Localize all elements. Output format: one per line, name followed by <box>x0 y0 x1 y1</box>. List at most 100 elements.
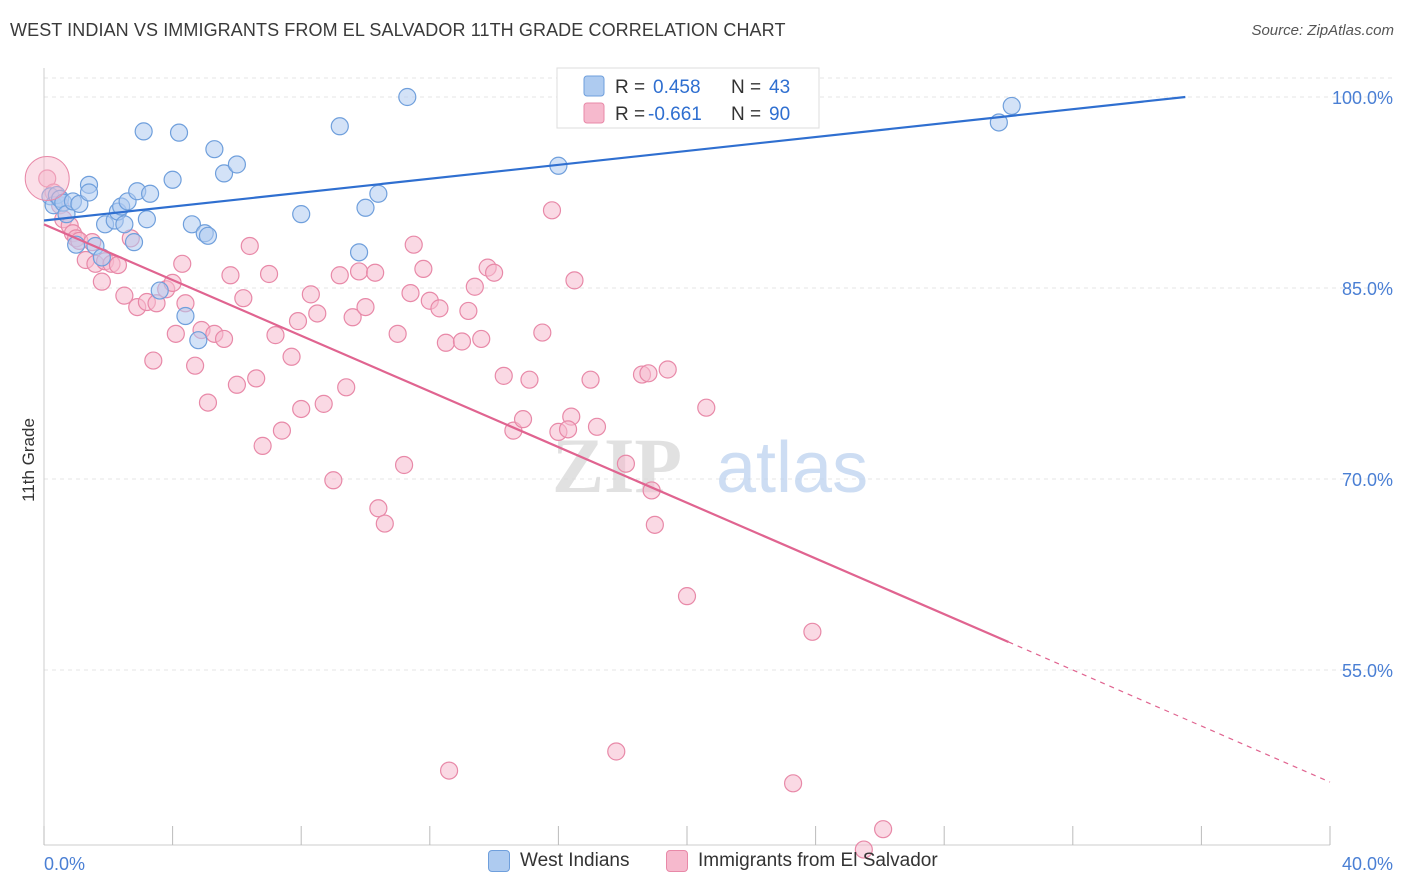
point-el-salvador <box>874 820 893 839</box>
point-el-salvador <box>375 514 394 533</box>
point-el-salvador <box>459 301 478 321</box>
legend-r-value-2: -0.661 <box>648 104 702 125</box>
point-el-salvador <box>803 622 822 641</box>
point-el-salvador <box>452 332 472 351</box>
point-el-salvador <box>465 277 484 296</box>
point-el-salvador <box>542 201 562 220</box>
point-el-salvador <box>115 286 134 305</box>
point-el-salvador <box>533 323 552 342</box>
legend-n-label-2: N = <box>731 104 761 125</box>
point-el-salvador <box>565 271 584 290</box>
point-west-indian <box>198 226 218 245</box>
point-el-salvador <box>240 236 259 256</box>
point-el-salvador <box>472 329 491 349</box>
point-west-indian <box>1002 96 1021 116</box>
legend-n-value-1: 43 <box>769 77 790 98</box>
legend-item-el-salvador[interactable]: Immigrants from El Salvador <box>666 850 938 872</box>
point-el-salvador <box>388 324 407 343</box>
point-west-indian <box>227 155 246 174</box>
point-west-indian <box>176 306 195 326</box>
point-el-salvador <box>253 436 272 455</box>
point-el-salvador <box>697 398 716 417</box>
point-west-indian <box>205 140 224 159</box>
point-el-salvador <box>581 370 600 389</box>
point-el-salvador <box>607 742 626 761</box>
point-el-salvador <box>144 351 163 370</box>
legend-r-label-2: R = <box>615 104 645 125</box>
point-el-salvador <box>198 393 218 412</box>
point-el-salvador <box>513 410 533 429</box>
point-el-salvador <box>266 326 285 345</box>
point-west-indian <box>292 205 311 224</box>
point-west-indian <box>115 215 134 234</box>
point-el-salvador <box>430 299 449 318</box>
point-el-salvador <box>301 285 320 304</box>
point-el-salvador <box>349 262 369 281</box>
x-tick-label-min: 0.0% <box>44 854 85 874</box>
point-el-salvador <box>272 421 292 440</box>
legend-swatch-pink <box>666 850 688 872</box>
point-el-salvador <box>639 364 658 383</box>
y-axis-label: 11th Grade <box>19 418 38 502</box>
point-west-indian <box>330 117 349 136</box>
point-el-salvador <box>337 378 356 397</box>
point-el-salvador <box>308 304 327 323</box>
point-el-salvador <box>658 360 677 379</box>
point-el-salvador <box>92 272 111 291</box>
legend-item-west-indians[interactable]: West Indians <box>488 850 629 872</box>
stats-legend: R = 0.458 N = 43 R = -0.661 N = 90 <box>556 67 820 129</box>
point-el-salvador <box>401 283 420 303</box>
point-el-salvador <box>587 417 607 436</box>
point-el-salvador <box>485 263 504 282</box>
point-el-salvador <box>677 587 697 606</box>
point-el-salvador-large <box>24 155 70 201</box>
x-tick-label-max: 40.0% <box>1342 854 1393 874</box>
gridlines <box>44 77 1395 671</box>
point-el-salvador <box>282 347 301 366</box>
point-el-salvador <box>356 298 375 317</box>
point-el-salvador <box>394 455 414 475</box>
point-el-salvador <box>366 263 385 282</box>
source-label: Source: ZipAtlas.com <box>1251 22 1394 39</box>
trend-line-west-indians <box>43 95 1186 222</box>
y-tick-label: 85.0% <box>1342 279 1393 299</box>
point-west-indian <box>189 331 208 350</box>
point-el-salvador <box>558 420 578 439</box>
y-tick-label: 55.0% <box>1342 661 1393 681</box>
point-el-salvador <box>645 515 664 534</box>
point-west-indian <box>182 215 201 234</box>
point-el-salvador <box>214 329 234 349</box>
legend-label-west-indians: West Indians <box>520 850 630 871</box>
legend-r-label-1: R = <box>615 77 645 98</box>
point-el-salvador <box>186 356 205 375</box>
legend-swatch-el-salvador <box>583 102 605 124</box>
watermark: ZIP atlas <box>552 422 868 509</box>
point-el-salvador <box>520 370 539 389</box>
point-el-salvador <box>227 375 246 394</box>
point-el-salvador <box>324 471 343 490</box>
point-west-indian <box>214 164 234 183</box>
point-west-indian <box>356 198 375 217</box>
point-el-salvador <box>259 264 279 284</box>
point-west-indian <box>79 183 99 202</box>
point-el-salvador <box>292 399 311 419</box>
y-tick-label: 100.0% <box>1332 88 1393 108</box>
point-el-salvador <box>783 774 803 793</box>
point-el-salvador <box>616 454 636 473</box>
bottom-legend: West Indians Immigrants from El Salvador <box>0 850 1406 880</box>
point-el-salvador <box>234 289 253 308</box>
point-el-salvador <box>404 235 423 254</box>
point-west-indian <box>137 210 156 229</box>
point-west-indian <box>124 233 144 252</box>
trend-line-el-salvador-extrapolated <box>1008 641 1331 783</box>
legend-swatch-blue <box>488 850 510 872</box>
point-el-salvador <box>173 254 192 273</box>
point-west-indian <box>140 184 160 203</box>
point-el-salvador <box>436 333 455 352</box>
y-tick-label: 70.0% <box>1342 470 1393 490</box>
point-el-salvador <box>414 259 433 278</box>
trend-lines <box>43 95 1331 783</box>
point-west-indian <box>349 243 369 262</box>
point-west-indian <box>163 170 182 189</box>
